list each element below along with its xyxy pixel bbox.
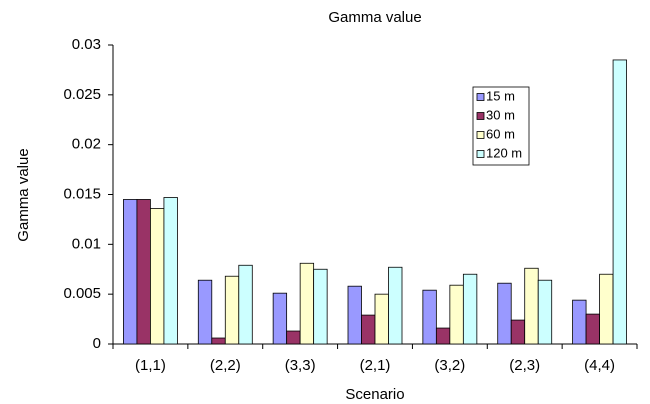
legend-label: 60 m <box>486 126 515 141</box>
bar <box>497 282 512 345</box>
bar <box>313 268 328 345</box>
y-tick-label: 0 <box>93 335 101 352</box>
bar <box>299 262 315 345</box>
bar <box>422 289 437 345</box>
y-tick-label: 0.005 <box>63 285 101 302</box>
bar <box>150 208 165 345</box>
y-axis-label: Gamma value <box>15 148 32 241</box>
y-tick-label: 0.025 <box>63 86 101 103</box>
bar <box>286 330 301 345</box>
legend-swatch <box>476 131 485 139</box>
x-axis-label: Scenario <box>345 386 404 403</box>
x-tick-label: (2,3) <box>509 357 540 374</box>
bar <box>136 199 151 345</box>
legend-swatch <box>476 112 485 120</box>
bar <box>361 314 376 345</box>
bar <box>374 293 389 345</box>
legend-swatch <box>476 150 485 158</box>
legend-label: 30 m <box>486 107 515 122</box>
x-tick-label: (3,2) <box>434 357 465 374</box>
bar <box>462 273 478 345</box>
x-tick-label: (1,1) <box>135 357 166 374</box>
bar <box>238 264 253 345</box>
bar <box>449 284 464 345</box>
bar <box>510 319 526 345</box>
y-tick-label: 0.015 <box>63 185 101 202</box>
bar <box>224 275 240 345</box>
chart-title: Gamma value <box>328 9 421 26</box>
bar <box>388 266 403 345</box>
x-tick-label: (2,2) <box>210 357 241 374</box>
bar <box>211 337 226 345</box>
y-tick-label: 0.01 <box>72 235 101 252</box>
bar <box>585 313 600 345</box>
legend-label: 15 m <box>486 88 515 103</box>
bar <box>163 197 178 345</box>
bar <box>272 292 288 345</box>
bar <box>524 267 539 345</box>
y-tick-label: 0.03 <box>72 36 101 53</box>
bar <box>123 199 138 345</box>
legend-label: 120 m <box>486 145 522 160</box>
bar <box>599 273 614 345</box>
x-tick-label: (3,3) <box>285 357 316 374</box>
bar <box>435 327 451 345</box>
x-tick-label: (4,4) <box>584 357 615 374</box>
y-tick-label: 0.02 <box>72 136 101 153</box>
bar <box>572 299 587 345</box>
bar <box>612 59 627 345</box>
bar <box>537 279 553 345</box>
x-tick-label: (2,1) <box>360 357 391 374</box>
bar <box>347 285 362 345</box>
bar <box>197 279 213 345</box>
legend-swatch <box>476 93 485 101</box>
